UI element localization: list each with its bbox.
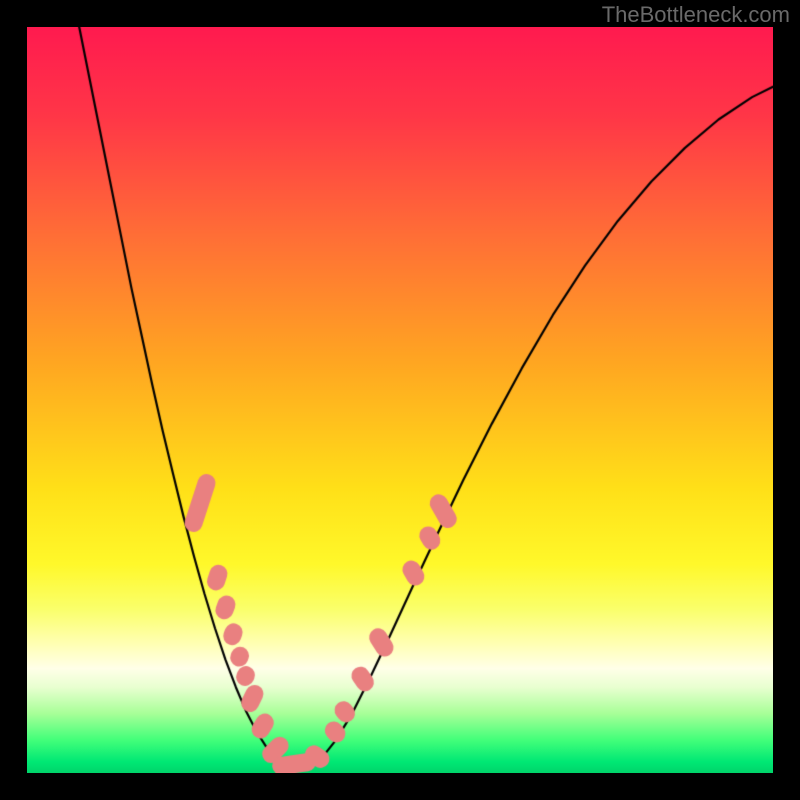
plot-canvas (27, 27, 773, 773)
watermark-text: TheBottleneck.com (602, 2, 790, 28)
plot-frame (27, 27, 773, 773)
